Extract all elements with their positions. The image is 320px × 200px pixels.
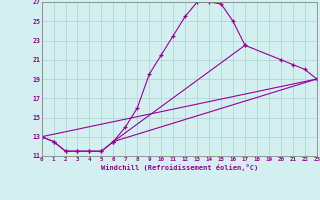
X-axis label: Windchill (Refroidissement éolien,°C): Windchill (Refroidissement éolien,°C) bbox=[100, 164, 258, 171]
